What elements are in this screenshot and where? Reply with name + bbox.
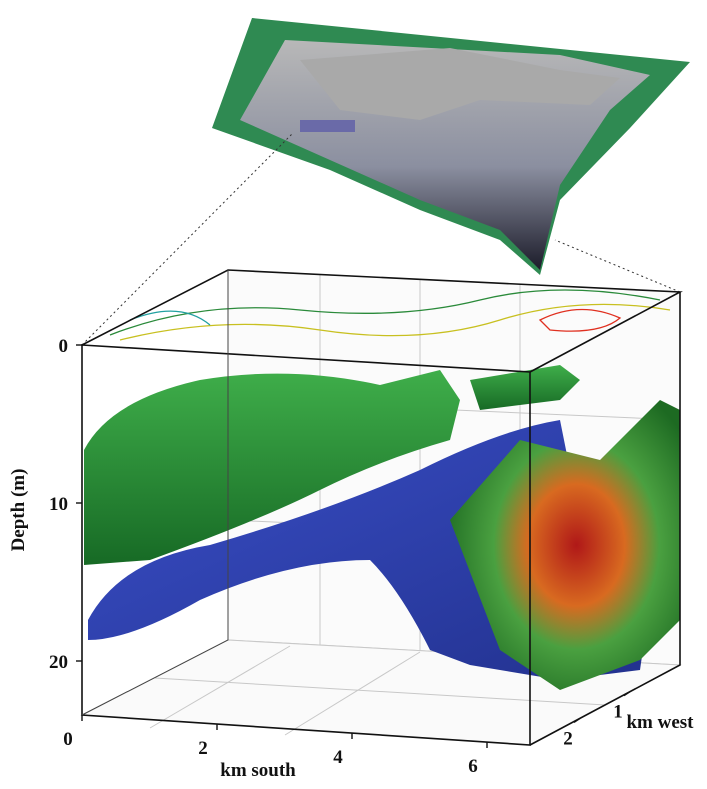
terrain xyxy=(212,18,690,275)
box-edges xyxy=(81,269,683,746)
south-tick-label: 4 xyxy=(333,747,343,768)
south-tick-label: 2 xyxy=(198,738,208,759)
depth-axis-label: Depth (m) xyxy=(8,469,29,552)
ticks: 0 10 20 0 2 4 6 1 2 xyxy=(49,336,631,777)
west-tick-label: 1 xyxy=(613,702,623,723)
west-tick xyxy=(573,717,581,723)
west-tick xyxy=(623,691,631,697)
contours xyxy=(109,289,671,341)
south-axis-label: km south xyxy=(220,760,296,781)
south-tick-label: 0 xyxy=(63,729,73,750)
west-tick-label: 2 xyxy=(563,728,573,749)
south-tick-label: 6 xyxy=(468,756,478,777)
isosurfaces xyxy=(84,365,680,690)
depth-tick-label: 20 xyxy=(49,652,68,673)
depth-tick-label: 0 xyxy=(59,336,69,357)
west-axis-label: km west xyxy=(626,712,694,733)
depth-tick-label: 10 xyxy=(49,494,68,515)
